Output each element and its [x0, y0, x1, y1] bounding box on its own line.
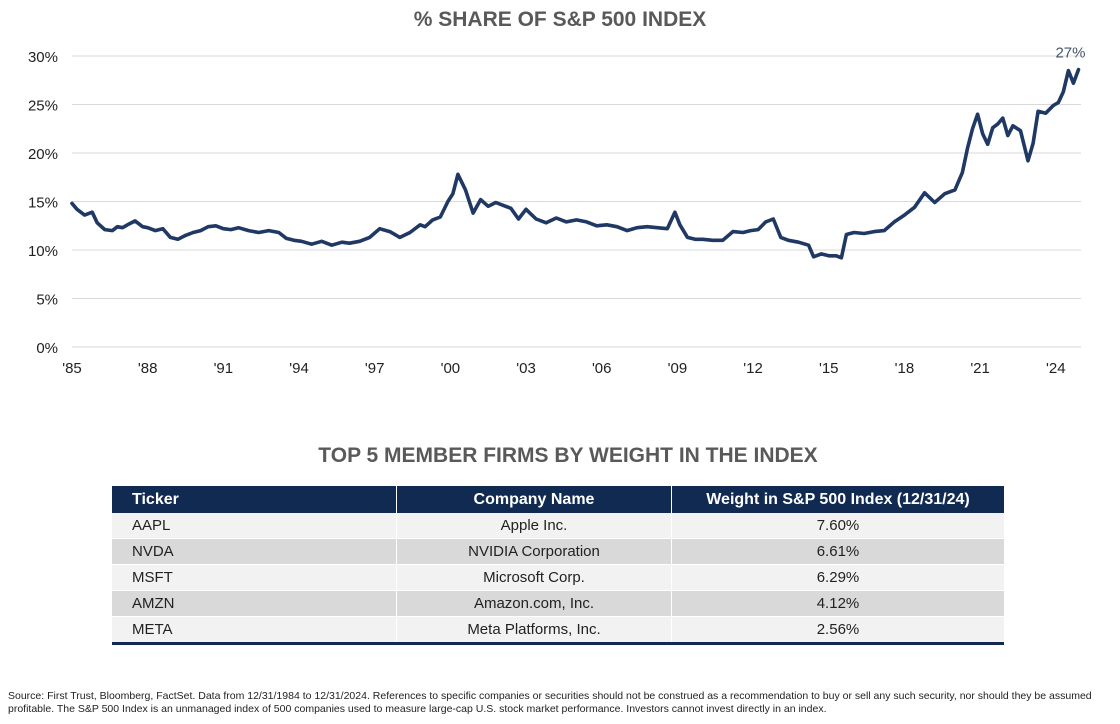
x-tick-label: '09: [668, 360, 688, 377]
company-cell: Apple Inc.: [396, 513, 672, 539]
y-tick-label: 10%: [28, 243, 58, 260]
y-tick-label: 20%: [28, 146, 58, 163]
table-title: TOP 5 MEMBER FIRMS BY WEIGHT IN THE INDE…: [318, 444, 818, 467]
company-cell: Meta Platforms, Inc.: [396, 616, 672, 645]
x-tick-label: '06: [592, 360, 612, 377]
x-tick-label: '03: [516, 360, 536, 377]
end-value-label: 27%: [1055, 45, 1085, 62]
x-tick-label: '24: [1046, 360, 1066, 377]
y-tick-label: 0%: [36, 340, 58, 357]
x-tick-label: '85: [62, 360, 82, 377]
y-tick-label: 15%: [28, 195, 58, 212]
x-tick-label: '94: [289, 360, 309, 377]
table-header-row: Ticker Company Name Weight in S&P 500 In…: [112, 486, 1004, 513]
top-firms-table: Ticker Company Name Weight in S&P 500 In…: [112, 486, 1004, 645]
y-tick-label: 5%: [36, 292, 58, 309]
table-row: META Meta Platforms, Inc. 2.56%: [112, 616, 1004, 645]
x-tick-label: '21: [970, 360, 990, 377]
ticker-cell: AMZN: [112, 590, 397, 617]
x-tick-label: '18: [895, 360, 915, 377]
weight-cell: 6.29%: [671, 564, 1004, 591]
line-chart: 0% 5% 10% 15% 20% 25% 30% '85 '88 '91 '94 '97 '00 '0…: [28, 45, 1086, 377]
table-row: AAPL Apple Inc. 7.60%: [112, 513, 1004, 539]
series-line-share: [70, 67, 1081, 260]
header-ticker: Ticker: [112, 486, 397, 513]
ticker-cell: NVDA: [112, 538, 397, 565]
x-tick-label: '12: [743, 360, 763, 377]
company-cell: NVIDIA Corporation: [396, 538, 672, 565]
header-weight: Weight in S&P 500 Index (12/31/24): [671, 486, 1004, 513]
y-tick-label: 25%: [28, 98, 58, 115]
x-tick-label: '88: [138, 360, 158, 377]
ticker-cell: META: [112, 616, 397, 645]
x-tick-label: '00: [441, 360, 461, 377]
weight-cell: 2.56%: [671, 616, 1004, 645]
chart-title: % SHARE OF S&P 500 INDEX: [413, 8, 707, 31]
ticker-cell: MSFT: [112, 564, 397, 591]
y-tick-label: 30%: [28, 49, 58, 66]
x-tick-label: '91: [214, 360, 234, 377]
weight-cell: 4.12%: [671, 590, 1004, 617]
source-footnote: Source: First Trust, Bloomberg, FactSet.…: [8, 690, 1092, 715]
x-axis-ticks: '85 '88 '91 '94 '97 '00 '03 '06 '09 '12 '15 '18 '21 '…: [62, 360, 1065, 377]
table-row: MSFT Microsoft Corp. 6.29%: [112, 564, 1004, 591]
y-axis-ticks: 0% 5% 10% 15% 20% 25% 30%: [28, 49, 58, 357]
header-company-name: Company Name: [396, 486, 672, 513]
company-cell: Microsoft Corp.: [396, 564, 672, 591]
weight-cell: 6.61%: [671, 538, 1004, 565]
x-tick-label: '97: [365, 360, 385, 377]
gridlines: [72, 55, 1081, 348]
table-row: NVDA NVIDIA Corporation 6.61%: [112, 538, 1004, 565]
company-cell: Amazon.com, Inc.: [396, 590, 672, 617]
ticker-cell: AAPL: [112, 513, 397, 539]
weight-cell: 7.60%: [671, 513, 1004, 539]
x-tick-label: '15: [819, 360, 839, 377]
table-row: AMZN Amazon.com, Inc. 4.12%: [112, 590, 1004, 617]
